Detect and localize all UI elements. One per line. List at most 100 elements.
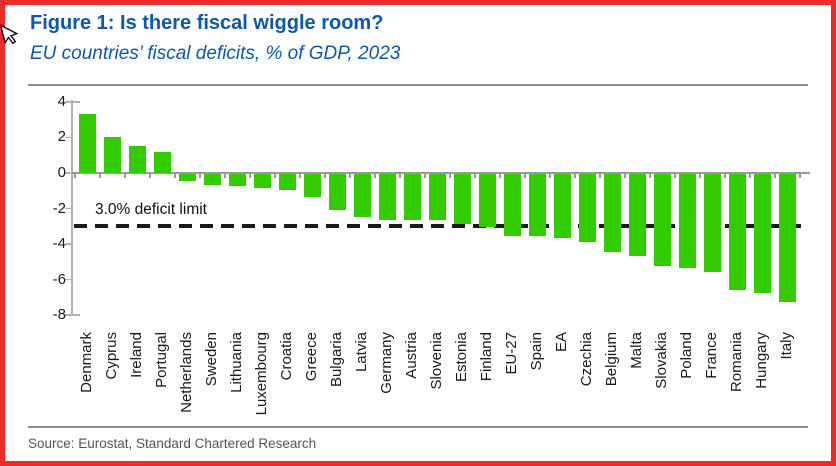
y-axis-tick [65,243,71,245]
x-axis-tick [649,174,651,178]
bar-greece [303,174,321,198]
bar-spain [528,174,546,237]
x-axis-tick [699,174,701,178]
x-label-croatia: Croatia [278,332,295,381]
x-axis-tick [249,174,251,178]
y-axis-tick-label: -6 [52,270,66,288]
y-axis-tick-label: 2 [57,128,66,146]
x-axis-tick [524,174,526,178]
x-axis-tick [474,174,476,178]
x-axis-tick [399,174,401,178]
x-axis-tick [574,174,576,178]
figure-title: Figure 1: Is there fiscal wiggle room? [30,12,384,34]
bar-latvia [353,174,371,217]
bar-sweden [203,174,221,185]
y-axis-tick-label: 4 [57,92,66,110]
x-label-germany: Germany [378,332,395,394]
x-axis-tick [199,174,201,178]
x-label-ea: EA [553,332,570,353]
x-axis-tick [299,174,301,178]
bar-slovakia [653,174,671,267]
bar-eu-27 [503,174,521,237]
x-axis-tick [149,174,151,178]
x-axis-tick [99,174,101,178]
x-label-slovenia: Slovenia [428,332,445,390]
y-axis-tick-label: -2 [52,199,66,217]
x-label-luxembourg: Luxembourg [253,332,270,416]
bar-poland [678,174,696,269]
arrow-pointer-icon [0,22,20,57]
x-label-latvia: Latvia [353,332,370,373]
x-label-italy: Italy [778,332,795,360]
x-axis-tick [724,174,726,178]
x-axis-tick [274,174,276,178]
bar-denmark [78,114,96,173]
y-axis-line [71,100,73,316]
y-axis-end-cap [72,101,80,103]
y-axis-end-cap [72,314,80,317]
x-label-poland: Poland [678,332,695,379]
y-axis-tick [65,314,71,317]
x-axis-tick [124,174,126,178]
x-axis-tick [499,174,501,178]
x-label-sweden: Sweden [203,332,220,387]
deficit-limit-dashed-line [74,224,808,229]
y-axis-tick [65,278,71,281]
y-axis-tick [65,136,71,139]
x-label-austria: Austria [403,332,420,379]
bottom-separator [28,426,808,428]
x-axis-tick [224,174,226,178]
y-axis-tick [65,207,71,210]
x-axis-tick [74,174,76,178]
figure-subtitle: EU countries’ fiscal deficits, % of GDP,… [30,43,401,64]
bar-italy [778,174,796,303]
y-axis-tick-label: 0 [57,164,66,181]
bar-ireland [128,146,146,173]
bar-hungary [753,174,771,294]
x-axis-tick [424,174,426,178]
bar-austria [403,174,421,221]
x-label-bulgaria: Bulgaria [328,332,345,388]
x-label-estonia: Estonia [453,332,470,383]
x-label-france: France [703,332,720,379]
bar-finland [478,174,496,228]
x-axis-tick [624,174,626,178]
bar-bulgaria [328,174,346,210]
x-label-ireland: Ireland [128,332,145,378]
bar-germany [378,174,396,221]
x-label-lithuania: Lithuania [228,332,245,393]
x-axis-tick [174,174,176,178]
x-label-finland: Finland [478,332,495,382]
x-label-portugal: Portugal [153,332,170,388]
source-note: Source: Eurostat, Standard Chartered Res… [28,436,317,451]
x-axis-tick [374,174,376,178]
x-label-netherlands: Netherlands [178,332,195,413]
bar-malta [628,174,646,256]
x-axis-tick [749,174,751,178]
x-axis-tick [599,174,601,178]
bar-estonia [453,174,471,224]
deficit-limit-label: 3.0% deficit limit [95,201,207,218]
x-axis-tick [774,174,776,178]
x-axis-tick [324,174,326,178]
x-axis-tick [549,174,551,178]
bar-romania [728,174,746,290]
zero-baseline [72,172,810,174]
y-axis-tick-label: -4 [52,235,66,253]
bar-france [703,174,721,272]
y-axis-tick-label: -8 [52,306,66,324]
bar-belgium [603,174,621,253]
bar-cyprus [103,137,121,173]
x-label-belgium: Belgium [603,332,620,387]
x-label-greece: Greece [303,332,320,382]
bar-czechia [578,174,596,242]
x-label-eu-27: EU-27 [503,332,520,375]
y-axis-tick [65,101,71,103]
x-label-denmark: Denmark [78,332,95,393]
x-label-cyprus: Cyprus [103,332,120,380]
x-axis-tick [449,174,451,178]
bar-croatia [278,174,296,190]
top-separator [28,84,808,86]
